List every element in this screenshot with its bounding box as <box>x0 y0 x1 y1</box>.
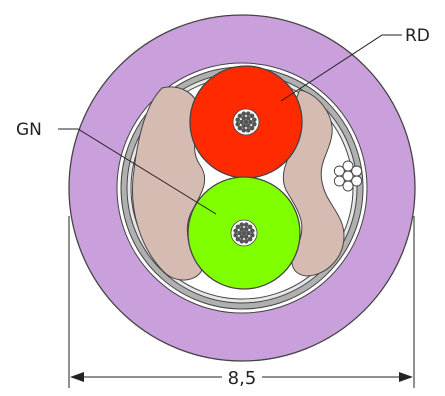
conductor-strand <box>239 222 245 227</box>
conductor-strand <box>239 119 244 125</box>
conductor-strand <box>245 128 251 133</box>
conductor-strand <box>246 230 251 236</box>
conductor-strand <box>241 115 247 121</box>
conductor-strand <box>237 230 242 236</box>
conductor-strand <box>239 234 245 240</box>
conductor-strand <box>235 224 241 230</box>
drain-wire-bundle <box>333 160 363 192</box>
drain-wire-strand <box>333 165 345 177</box>
conductor-strand <box>250 228 255 234</box>
conductor-strand <box>237 113 243 119</box>
conductor-strand <box>243 226 249 232</box>
conductor-strand <box>245 123 251 129</box>
rd-label: RD <box>405 26 430 46</box>
conductor-strand <box>239 226 245 232</box>
dimension-label: 8,5 <box>228 368 257 389</box>
conductor-strand <box>243 234 249 240</box>
conductor-strand <box>239 239 245 244</box>
rd-leader-line <box>280 34 402 102</box>
conductor-strand <box>241 111 247 116</box>
green-core-strands <box>233 222 255 244</box>
conductor-strand <box>248 119 253 125</box>
conductor-strand <box>249 113 255 119</box>
red-core-strands <box>235 111 257 133</box>
conductor-strand <box>245 111 251 116</box>
conductor-strand <box>243 239 249 244</box>
gn-label: GN <box>16 120 42 140</box>
conductor-strand <box>252 117 257 123</box>
dimension-arrow-left <box>70 372 84 382</box>
conductor-strand <box>250 232 255 238</box>
conductor-strand <box>233 232 238 238</box>
conductor-strand <box>245 115 251 121</box>
dimension-arrow-right <box>399 372 413 382</box>
conductor-strand <box>252 121 257 127</box>
conductor-strand <box>235 236 241 242</box>
conductor-strand <box>243 222 249 227</box>
conductor-strand <box>235 121 240 127</box>
conductor-strand <box>247 236 253 242</box>
conductor-strand <box>247 224 253 230</box>
drain-wire-strand <box>333 175 345 187</box>
drain-wire-strand <box>351 165 363 177</box>
conductor-strand <box>233 228 238 234</box>
gn-leader-line <box>58 128 217 215</box>
conductor-strand <box>237 125 243 131</box>
conductor-strand <box>241 128 247 133</box>
drain-wire-strand <box>342 160 354 172</box>
conductor-strand <box>235 117 240 123</box>
conductor-strand <box>241 230 247 236</box>
drain-wire-strand <box>342 180 354 192</box>
conductor-strand <box>241 123 247 129</box>
conductor-strand <box>249 125 255 131</box>
conductor-strand <box>243 119 249 125</box>
